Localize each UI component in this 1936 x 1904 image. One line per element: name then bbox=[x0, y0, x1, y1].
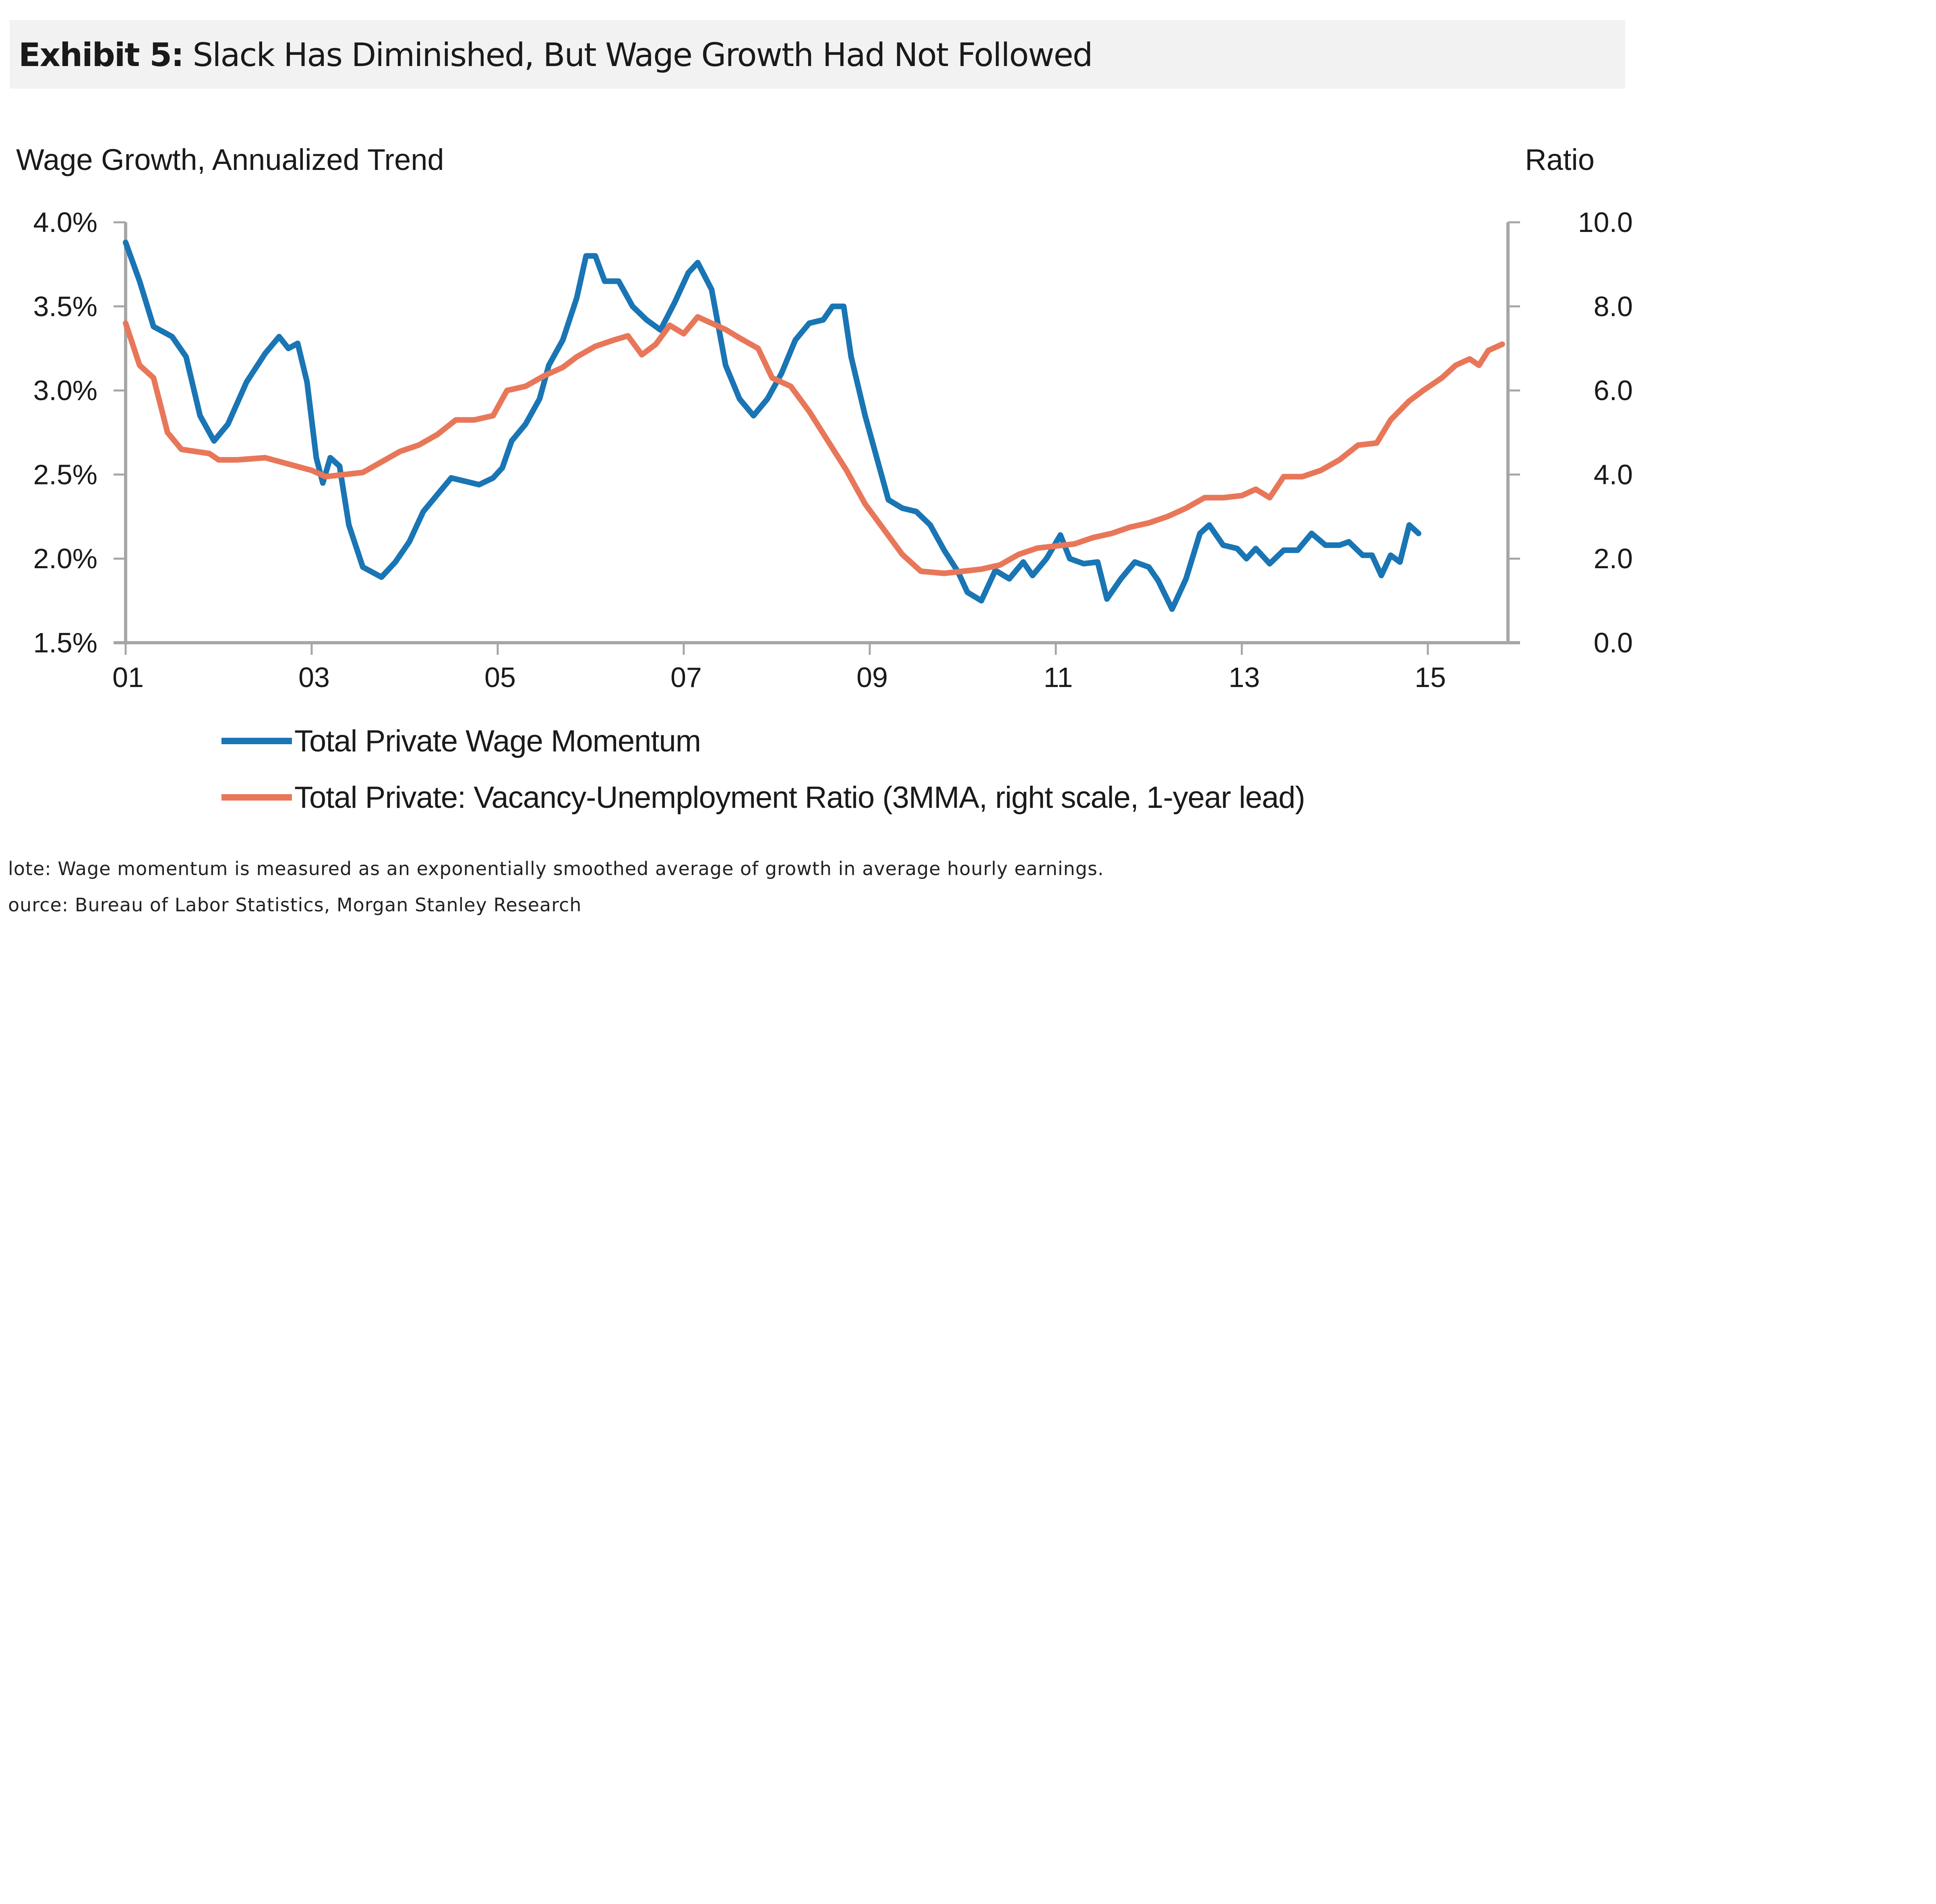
right-tick-label: 2.0 bbox=[1594, 543, 1633, 574]
exhibit-label: Exhibit 5: bbox=[19, 36, 184, 74]
right-tick-label: 10.0 bbox=[1578, 207, 1633, 238]
x-tick-label: 13 bbox=[1229, 662, 1260, 693]
legend-item-wage: Total Private Wage Momentum bbox=[221, 713, 1305, 769]
legend-item-ratio: Total Private: Vacancy-Unemployment Rati… bbox=[221, 769, 1305, 826]
left-tick-label: 4.0% bbox=[33, 207, 97, 238]
legend-swatch-ratio bbox=[221, 794, 292, 801]
legend: Total Private Wage Momentum Total Privat… bbox=[221, 713, 1305, 826]
left-tick-label: 1.5% bbox=[33, 627, 97, 658]
title-band: Exhibit 5: Slack Has Diminished, But Wag… bbox=[10, 20, 1625, 89]
series-line-wage-momentum bbox=[123, 240, 1421, 612]
right-tick-label: 0.0 bbox=[1594, 627, 1633, 658]
line-chart: Wage Growth, Annualized Trend Ratio 1.5%… bbox=[16, 143, 1633, 693]
legend-label-wage: Total Private Wage Momentum bbox=[294, 724, 701, 758]
left-tick-label: 2.5% bbox=[33, 459, 97, 490]
source-note: ource: Bureau of Labor Statistics, Morga… bbox=[8, 894, 582, 916]
x-tick-label: 11 bbox=[1044, 662, 1073, 693]
footnote: lote: Wage momentum is measured as an ex… bbox=[8, 858, 1104, 880]
series-line-vacancy-ratio bbox=[123, 314, 1505, 576]
x-tick-label: 09 bbox=[856, 662, 888, 693]
exhibit-title: Slack Has Diminished, But Wage Growth Ha… bbox=[192, 36, 1093, 74]
left-tick-label: 3.5% bbox=[33, 291, 97, 322]
right-tick-label: 4.0 bbox=[1594, 459, 1633, 490]
x-tick-label: 05 bbox=[484, 662, 516, 693]
x-tick-label: 07 bbox=[670, 662, 702, 693]
right-tick-label: 6.0 bbox=[1594, 375, 1633, 406]
x-tick-label: 01 bbox=[112, 662, 144, 693]
series-group bbox=[123, 240, 1505, 612]
x-tick-label: 03 bbox=[298, 662, 330, 693]
left-tick-label: 2.0% bbox=[33, 543, 97, 574]
axes: 1.5% 2.0% 2.5% 3.0% 3.5% 4.0% 0.0 2.0 4.0 6.0 8.0 1… bbox=[33, 207, 1633, 693]
x-tick-label: 15 bbox=[1415, 662, 1446, 693]
left-tick-label: 3.0% bbox=[33, 375, 97, 406]
right-tick-label: 8.0 bbox=[1594, 291, 1633, 322]
chart-title: Exhibit 5: Slack Has Diminished, But Wag… bbox=[19, 36, 1093, 74]
left-axis-title: Wage Growth, Annualized Trend bbox=[16, 143, 444, 176]
legend-label-ratio: Total Private: Vacancy-Unemployment Rati… bbox=[294, 780, 1305, 815]
right-axis-title: Ratio bbox=[1525, 143, 1595, 176]
legend-swatch-wage bbox=[221, 738, 292, 744]
